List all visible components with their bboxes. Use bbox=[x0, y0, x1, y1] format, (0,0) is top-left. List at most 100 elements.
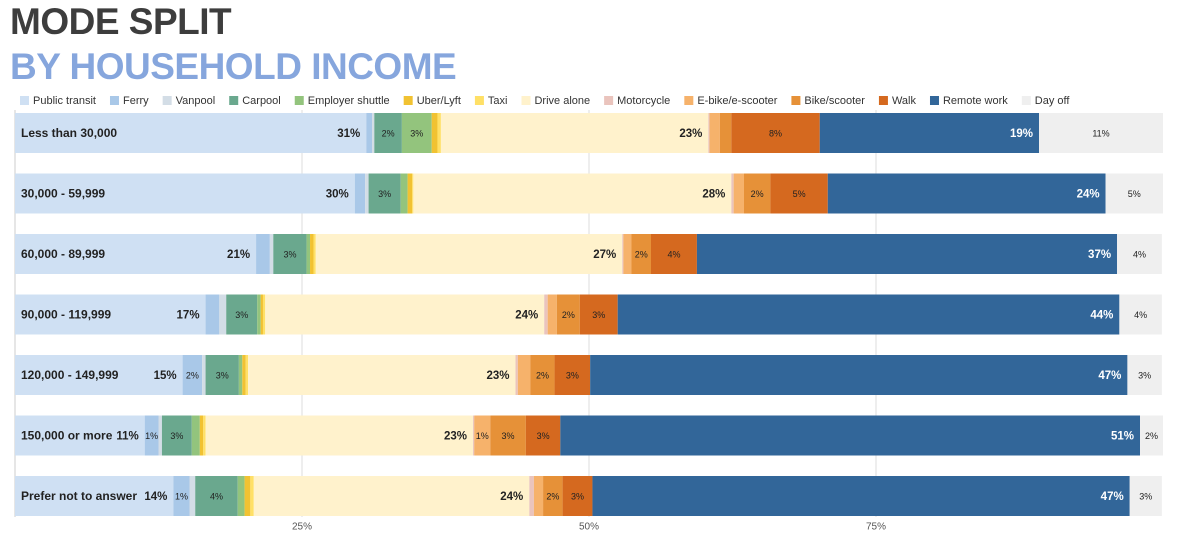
legend-label: Carpool bbox=[242, 95, 281, 107]
bar-segment bbox=[250, 476, 254, 516]
data-label: 27% bbox=[593, 249, 616, 261]
data-label: 24% bbox=[515, 310, 538, 322]
data-label: 5% bbox=[793, 189, 806, 199]
bar-segment bbox=[733, 173, 744, 214]
data-label: 19% bbox=[1010, 128, 1033, 140]
bar-segment bbox=[407, 173, 413, 214]
legend-swatch bbox=[294, 96, 304, 105]
bar-segment bbox=[400, 173, 408, 214]
legend-label: Vanpool bbox=[176, 95, 216, 107]
legend-label: Employer shuttle bbox=[308, 95, 390, 107]
bar-segment bbox=[543, 476, 563, 516]
bar-segment bbox=[731, 173, 734, 214]
bar-segment bbox=[590, 355, 1128, 395]
data-label: 3% bbox=[410, 128, 423, 138]
category-label: 30,000 - 59,999 bbox=[21, 187, 105, 201]
legend-label: Remote work bbox=[943, 95, 1008, 107]
data-label: 11% bbox=[116, 431, 138, 443]
chart-title: MODE SPLIT bbox=[10, 1, 232, 42]
chart-subtitle: BY HOUSEHOLD INCOME bbox=[10, 46, 456, 87]
bar-segment bbox=[631, 234, 651, 274]
bar-segment bbox=[205, 415, 474, 456]
data-label: 2% bbox=[382, 128, 395, 138]
legend-swatch bbox=[20, 96, 29, 105]
bar-segment bbox=[242, 355, 246, 395]
data-label: 23% bbox=[679, 128, 702, 140]
bar-segment bbox=[354, 173, 366, 214]
bar-segment bbox=[517, 355, 531, 395]
legend-swatch bbox=[604, 96, 614, 105]
bar-segment bbox=[709, 113, 720, 153]
data-label: 2% bbox=[536, 370, 549, 380]
bar-segment bbox=[15, 234, 257, 274]
bar-segment bbox=[260, 294, 263, 335]
data-label: 47% bbox=[1101, 491, 1124, 503]
legend-swatch bbox=[403, 96, 413, 105]
data-label: 15% bbox=[154, 370, 177, 382]
bar-segment bbox=[315, 234, 623, 274]
category-label: Prefer not to answer bbox=[21, 489, 137, 503]
bar-segment bbox=[238, 355, 243, 395]
bar-segment bbox=[770, 173, 828, 214]
bar-segment bbox=[244, 476, 251, 516]
bar-segment bbox=[1039, 113, 1163, 153]
legend-label: Bike/scooter bbox=[804, 95, 865, 107]
bar-segment bbox=[253, 476, 530, 516]
data-label: 1% bbox=[476, 431, 489, 441]
bar-segment bbox=[374, 113, 402, 153]
data-label: 3% bbox=[216, 370, 229, 380]
legend-swatch bbox=[229, 96, 239, 105]
data-label: 3% bbox=[1139, 491, 1152, 501]
bar-segment bbox=[1129, 476, 1162, 516]
bar-segment bbox=[547, 294, 557, 335]
bar-segment bbox=[248, 355, 516, 395]
data-label: 37% bbox=[1088, 249, 1111, 261]
bar-segment bbox=[490, 415, 526, 456]
data-label: 3% bbox=[378, 189, 391, 199]
bar-segment bbox=[368, 173, 401, 214]
bar-segment bbox=[819, 113, 1040, 153]
bar-segment bbox=[269, 234, 274, 274]
legend-label: Public transit bbox=[33, 95, 96, 107]
bar-segment bbox=[562, 476, 593, 516]
bar-segment bbox=[412, 173, 414, 214]
bar-segment bbox=[556, 294, 580, 335]
data-label: 3% bbox=[283, 249, 296, 259]
data-label: 8% bbox=[769, 128, 782, 138]
data-label: 5% bbox=[1128, 189, 1141, 199]
bar-segment bbox=[560, 415, 1141, 456]
bar-segment bbox=[265, 294, 545, 335]
data-label: 1% bbox=[175, 491, 188, 501]
data-label: 3% bbox=[1138, 370, 1151, 380]
data-label: 2% bbox=[562, 310, 575, 320]
bar-segment bbox=[554, 355, 591, 395]
category-label: 120,000 - 149,999 bbox=[21, 368, 119, 382]
bar-segment bbox=[731, 113, 820, 153]
bar-segment bbox=[245, 355, 249, 395]
bar-segment bbox=[15, 173, 355, 214]
data-label: 2% bbox=[635, 249, 648, 259]
data-label: 47% bbox=[1098, 370, 1121, 382]
legend-label: Walk bbox=[892, 95, 917, 107]
bar-segment bbox=[262, 294, 266, 335]
bar-segment bbox=[182, 355, 203, 395]
bar-segment bbox=[195, 476, 238, 516]
x-tick-label: 75% bbox=[866, 522, 886, 533]
bar-segment bbox=[1140, 415, 1163, 456]
bar-segment bbox=[529, 476, 534, 516]
bar-segment bbox=[15, 113, 367, 153]
bar-segment bbox=[306, 234, 311, 274]
bar-segment bbox=[366, 113, 373, 153]
bar-segment bbox=[525, 415, 561, 456]
bar-segment bbox=[696, 234, 1118, 274]
bar-segment bbox=[189, 476, 196, 516]
bar-segment bbox=[202, 355, 206, 395]
bar-segment bbox=[413, 173, 732, 214]
data-label: 2% bbox=[546, 491, 559, 501]
bar-segment bbox=[474, 415, 491, 456]
bar-segment bbox=[592, 476, 1130, 516]
bar-segment bbox=[205, 294, 220, 335]
legend-swatch bbox=[521, 96, 531, 105]
bar-segment bbox=[827, 173, 1106, 214]
bar-segment bbox=[515, 355, 518, 395]
